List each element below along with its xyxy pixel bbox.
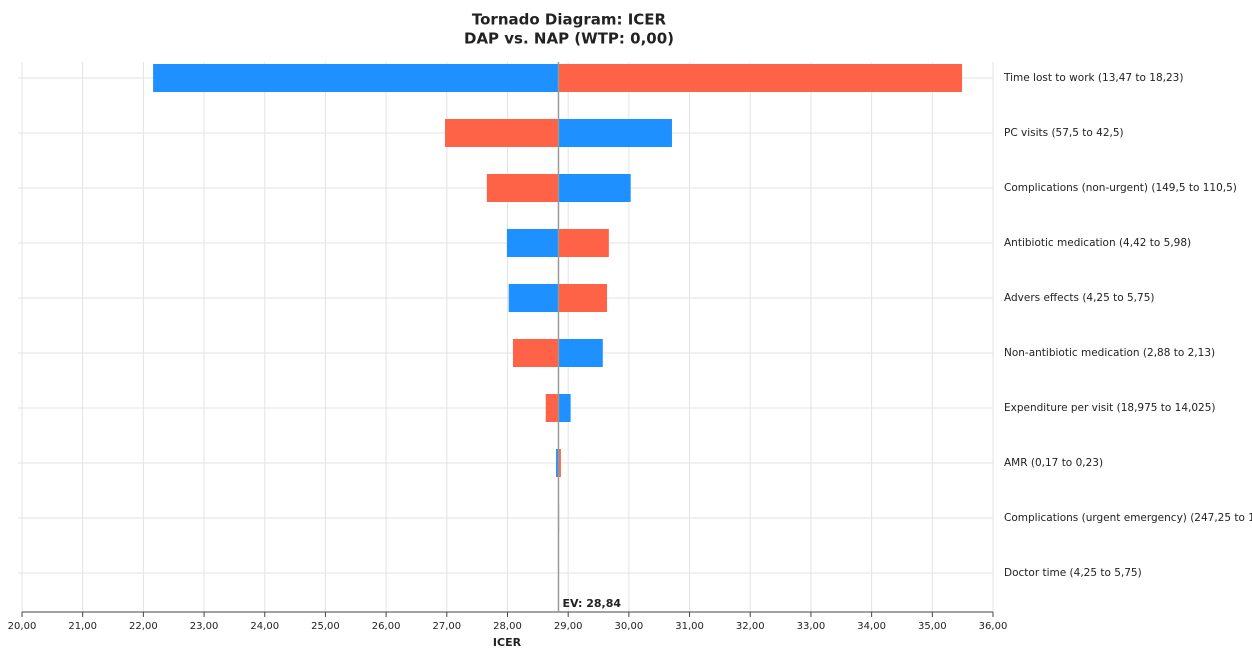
x-tick-label: 36,00 [979, 621, 1008, 632]
bar [153, 64, 559, 92]
x-tick-label: 32,00 [736, 621, 765, 632]
bar [558, 449, 561, 477]
category-label: Time lost to work (13,47 to 18,23) [1003, 72, 1183, 84]
bar [545, 394, 559, 422]
x-tick-label: 35,00 [918, 621, 947, 632]
bar [558, 339, 603, 367]
chart-title: Tornado Diagram: ICER [472, 11, 667, 29]
x-tick-label: 34,00 [857, 621, 886, 632]
bar [512, 339, 559, 367]
x-tick-label: 21,00 [68, 621, 97, 632]
bar [558, 174, 631, 202]
ev-label: EV: 28,84 [562, 597, 621, 610]
category-label: AMR (0,17 to 0,23) [1004, 457, 1103, 469]
category-label: Non-antibiotic medication (2,88 to 2,13) [1004, 347, 1215, 359]
x-tick-label: 33,00 [797, 621, 826, 632]
category-label: PC visits (57,5 to 42,5) [1004, 127, 1124, 139]
bar [558, 229, 609, 257]
x-tick-label: 20,00 [8, 621, 37, 632]
category-label: Doctor time (4,25 to 5,75) [1004, 567, 1142, 579]
x-axis-label: ICER [493, 636, 522, 648]
category-label: Expenditure per visit (18,975 to 14,025) [1004, 402, 1216, 414]
category-label: Complications (non-urgent) (149,5 to 110… [1004, 182, 1237, 194]
bar [506, 229, 559, 257]
x-tick-label: 27,00 [432, 621, 461, 632]
x-tick-label: 28,00 [493, 621, 522, 632]
x-tick-label: 31,00 [675, 621, 704, 632]
bar [508, 284, 559, 312]
bar [558, 284, 608, 312]
category-label: Advers effects (4,25 to 5,75) [1004, 292, 1154, 304]
chart-subtitle: DAP vs. NAP (WTP: 0,00) [464, 30, 674, 48]
bar [558, 64, 963, 92]
x-tick-label: 30,00 [615, 621, 644, 632]
bar [558, 394, 571, 422]
category-label: Antibiotic medication (4,42 to 5,98) [1004, 237, 1191, 249]
x-tick-label: 22,00 [129, 621, 158, 632]
bar [444, 119, 559, 147]
category-label: Complications (urgent emergency) (247,25… [1004, 512, 1252, 524]
x-tick-label: 24,00 [250, 621, 279, 632]
bar [558, 119, 672, 147]
x-tick-label: 29,00 [554, 621, 583, 632]
bar [486, 174, 559, 202]
bar [556, 449, 559, 477]
x-tick-label: 26,00 [372, 621, 401, 632]
x-tick-label: 25,00 [311, 621, 340, 632]
x-tick-label: 23,00 [190, 621, 219, 632]
